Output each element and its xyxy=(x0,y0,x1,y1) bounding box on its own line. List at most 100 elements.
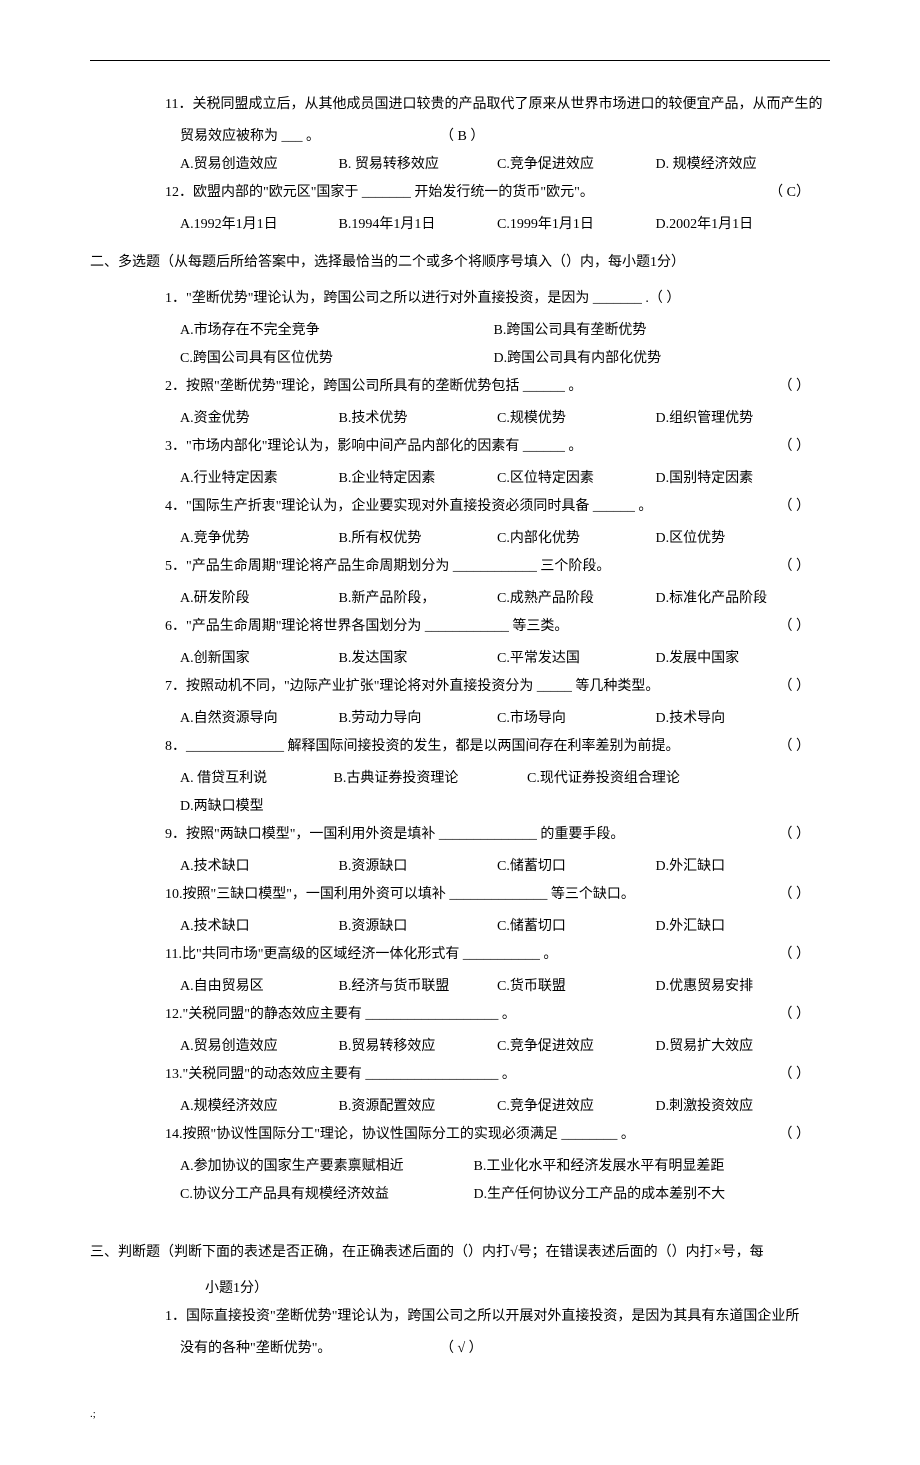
page-footer: .; xyxy=(90,1403,830,1425)
opt-a: A.资金优势 xyxy=(180,405,335,433)
q-text: 比"共同市场"更高级的区域经济一体化形式有 ___________ 。 xyxy=(182,947,557,962)
q-number: 11． xyxy=(165,97,192,112)
opt-c: C.储蓄切口 xyxy=(497,853,652,881)
q-answer: （ ） xyxy=(779,733,811,761)
q-number: 7． xyxy=(165,679,186,694)
q-number: 9． xyxy=(165,827,186,842)
q-answer: （ ） xyxy=(779,613,811,641)
opt-c: C.1999年1月1日 xyxy=(497,211,652,239)
q-answer: （ ） xyxy=(779,553,811,581)
opt-b: B.经济与货币联盟 xyxy=(339,973,494,1001)
opt-b: B.古典证券投资理论 xyxy=(334,765,494,793)
opt-c: C.区位特定因素 xyxy=(497,465,652,493)
q-number: 5． xyxy=(165,559,186,574)
multi-q2: 2．按照"垄断优势"理论，跨国公司所具有的垄断优势包括 ______ 。 （ ） xyxy=(90,373,830,401)
opt-a: A.贸易创造效应 xyxy=(180,1033,335,1061)
multi-q10: 10.按照"三缺口模型"，一国利用外资可以填补 ______________ 等… xyxy=(90,881,830,909)
mq13-options: A.规模经济效应 B.资源配置效应 C.竞争促进效应 D.刺激投资效应 xyxy=(90,1093,830,1121)
single-q12: 12．欧盟内部的"欧元区"国家于 _______ 开始发行统一的货币"欧元"。 … xyxy=(90,179,830,207)
multi-q7: 7．按照动机不同，"边际产业扩张"理论将对外直接投资分为 _____ 等几种类型… xyxy=(90,673,830,701)
opt-b: B.发达国家 xyxy=(339,645,494,673)
q-number: 4． xyxy=(165,499,186,514)
opt-a: A.竞争优势 xyxy=(180,525,335,553)
opt-a: A.市场存在不完全竞争 xyxy=(180,317,490,345)
multi-q12: 12."关税同盟"的静态效应主要有 ___________________ 。 … xyxy=(90,1001,830,1029)
q-answer: （ √ ） xyxy=(440,1335,483,1363)
q-number: 2． xyxy=(165,379,186,394)
q-number: 12． xyxy=(165,185,193,200)
opt-a: A.规模经济效应 xyxy=(180,1093,335,1121)
opt-d: D. 规模经济效应 xyxy=(656,151,811,179)
single-q11: 11．关税同盟成立后，从其他成员国进口较贵的产品取代了原来从世界市场进口的较便宜… xyxy=(90,91,830,119)
multi-q1: 1．"垄断优势"理论认为，跨国公司之所以进行对外直接投资，是因为 _______… xyxy=(90,285,830,313)
q-text: "垄断优势"理论认为，跨国公司之所以进行对外直接投资，是因为 _______ .… xyxy=(186,291,680,306)
q-number: 14. xyxy=(165,1127,183,1142)
opt-a: A.研发阶段 xyxy=(180,585,335,613)
mq11-options: A.自由贸易区 B.经济与货币联盟 C.货币联盟 D.优惠贸易安排 xyxy=(90,973,830,1001)
opt-b: B.所有权优势 xyxy=(339,525,494,553)
opt-c: C.跨国公司具有区位优势 xyxy=(180,345,490,373)
opt-d: D.标准化产品阶段 xyxy=(656,585,811,613)
opt-c: C.市场导向 xyxy=(497,705,652,733)
opt-b: B.技术优势 xyxy=(339,405,494,433)
opt-c: C.竞争促进效应 xyxy=(497,1093,652,1121)
q-answer: （ B ） xyxy=(440,123,484,151)
opt-d: D.优惠贸易安排 xyxy=(656,973,811,1001)
q-answer: （ C） xyxy=(769,179,810,207)
multi-q3: 3．"市场内部化"理论认为，影响中间产品内部化的因素有 ______ 。 （ ） xyxy=(90,433,830,461)
q-number: 13. xyxy=(165,1067,183,1082)
opt-b: B. 贸易转移效应 xyxy=(339,151,494,179)
opt-b: B.新产品阶段， xyxy=(339,585,494,613)
q-answer: （ ） xyxy=(779,941,811,969)
opt-b: B.劳动力导向 xyxy=(339,705,494,733)
opt-c: C.规模优势 xyxy=(497,405,652,433)
q-text: 按照"两缺口模型"，一国利用外资是填补 ______________ 的重要手段… xyxy=(186,827,624,842)
q-number: 10. xyxy=(165,887,183,902)
page-top-rule xyxy=(90,60,830,61)
opt-c: C.竞争促进效应 xyxy=(497,151,652,179)
opt-d: D.发展中国家 xyxy=(656,645,811,673)
opt-a: A.技术缺口 xyxy=(180,913,335,941)
opt-d: D.两缺口模型 xyxy=(180,793,264,821)
q-number: 6． xyxy=(165,619,186,634)
q-text: 关税同盟成立后，从其他成员国进口较贵的产品取代了原来从世界市场进口的较便宜产品，… xyxy=(192,97,822,112)
mq8-options: A. 借贷互利说 B.古典证券投资理论 C.现代证券投资组合理论 D.两缺口模型 xyxy=(90,765,830,821)
section3-title: 三、判断题（判断下面的表述是否正确，在正确表述后面的（）内打√号；在错误表述后面… xyxy=(90,1239,830,1267)
opt-d: D.刺激投资效应 xyxy=(656,1093,811,1121)
opt-d: D.组织管理优势 xyxy=(656,405,811,433)
opt-c: C.储蓄切口 xyxy=(497,913,652,941)
q-text: 欧盟内部的"欧元区"国家于 _______ 开始发行统一的货币"欧元"。 xyxy=(193,185,594,200)
q-text: 国际直接投资"垄断优势"理论认为，跨国公司之所以开展对外直接投资，是因为其具有东… xyxy=(186,1309,799,1324)
multi-q14: 14.按照"协议性国际分工"理论，协议性国际分工的实现必须满足 ________… xyxy=(90,1121,830,1149)
single-q11-line2: 贸易效应被称为 ___ 。 （ B ） xyxy=(90,123,830,151)
opt-b: B.资源缺口 xyxy=(339,853,494,881)
opt-c: C.成熟产品阶段 xyxy=(497,585,652,613)
opt-d: D.技术导向 xyxy=(656,705,811,733)
opt-d: D.跨国公司具有内部化优势 xyxy=(494,345,804,373)
opt-d: D.区位优势 xyxy=(656,525,811,553)
mq2-options: A.资金优势 B.技术优势 C.规模优势 D.组织管理优势 xyxy=(90,405,830,433)
opt-a: A.自然资源导向 xyxy=(180,705,335,733)
q-text: "市场内部化"理论认为，影响中间产品内部化的因素有 ______ 。 xyxy=(186,439,582,454)
mq12-options: A.贸易创造效应 B.贸易转移效应 C.竞争促进效应 D.贸易扩大效应 xyxy=(90,1033,830,1061)
opt-a: A.贸易创造效应 xyxy=(180,151,335,179)
q11-options: A.贸易创造效应 B. 贸易转移效应 C.竞争促进效应 D. 规模经济效应 xyxy=(90,151,830,179)
opt-d: D.国别特定因素 xyxy=(656,465,811,493)
opt-a: A.行业特定因素 xyxy=(180,465,335,493)
opt-d: D.贸易扩大效应 xyxy=(656,1033,811,1061)
opt-d: D.外汇缺口 xyxy=(656,853,811,881)
tf-q1-line2: 没有的各种"垄断优势"。 （ √ ） xyxy=(90,1335,830,1363)
q-number: 8． xyxy=(165,739,186,754)
q-answer: （ ） xyxy=(779,821,811,849)
q-text: "产品生命周期"理论将世界各国划分为 ____________ 等三类。 xyxy=(186,619,568,634)
mq14-options: A.参加协议的国家生产要素禀赋相近 B.工业化水平和经济发展水平有明显差距 xyxy=(90,1153,830,1181)
opt-c: C.内部化优势 xyxy=(497,525,652,553)
q-text: "关税同盟"的动态效应主要有 ___________________ 。 xyxy=(183,1067,516,1082)
q-answer: （ ） xyxy=(779,493,811,521)
opt-a: A.技术缺口 xyxy=(180,853,335,881)
opt-b: B.企业特定因素 xyxy=(339,465,494,493)
opt-d: D.生产任何协议分工产品的成本差别不大 xyxy=(474,1181,784,1209)
q-number: 1． xyxy=(165,1309,186,1324)
opt-c: C.货币联盟 xyxy=(497,973,652,1001)
opt-b: B.工业化水平和经济发展水平有明显差距 xyxy=(474,1153,784,1181)
